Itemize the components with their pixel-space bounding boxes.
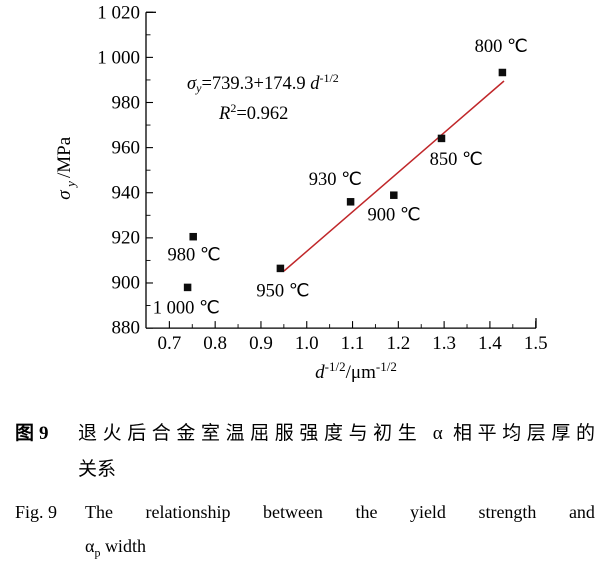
svg-text:980: 980 <box>112 93 141 114</box>
svg-text:d-1/2/μm-1/2: d-1/2/μm-1/2 <box>315 359 397 384</box>
svg-text:0.7: 0.7 <box>157 333 181 354</box>
svg-text:1.0: 1.0 <box>295 333 319 354</box>
svg-text:y: y <box>63 181 78 189</box>
svg-text:R2=0.962: R2=0.962 <box>218 101 288 124</box>
svg-text:1 000 ℃: 1 000 ℃ <box>153 298 220 318</box>
svg-text:σy=739.3+174.9 d-1/2: σy=739.3+174.9 d-1/2 <box>187 71 339 95</box>
svg-text:980 ℃: 980 ℃ <box>168 245 221 265</box>
svg-text:800 ℃: 800 ℃ <box>475 37 528 57</box>
svg-text:900 ℃: 900 ℃ <box>368 206 421 226</box>
svg-text:σ: σ <box>54 190 75 200</box>
svg-text:1.4: 1.4 <box>478 333 502 354</box>
svg-text:0.8: 0.8 <box>203 333 227 354</box>
svg-text:960: 960 <box>112 138 141 159</box>
svg-text:850 ℃: 850 ℃ <box>430 150 483 170</box>
svg-text:1.1: 1.1 <box>341 333 365 354</box>
svg-text:920: 920 <box>112 228 141 249</box>
svg-text:1 000: 1 000 <box>97 48 140 69</box>
svg-text:0.9: 0.9 <box>249 333 273 354</box>
svg-text:950 ℃: 950 ℃ <box>256 282 309 302</box>
svg-text:900: 900 <box>112 273 141 294</box>
svg-text:1.5: 1.5 <box>524 333 548 354</box>
svg-text:880: 880 <box>112 318 141 339</box>
svg-text:1.2: 1.2 <box>386 333 410 354</box>
svg-text:/MPa: /MPa <box>54 136 75 178</box>
svg-text:940: 940 <box>112 183 141 204</box>
svg-text:1.3: 1.3 <box>432 333 456 354</box>
svg-text:1 020: 1 020 <box>97 3 140 24</box>
svg-text:930 ℃: 930 ℃ <box>309 170 362 190</box>
